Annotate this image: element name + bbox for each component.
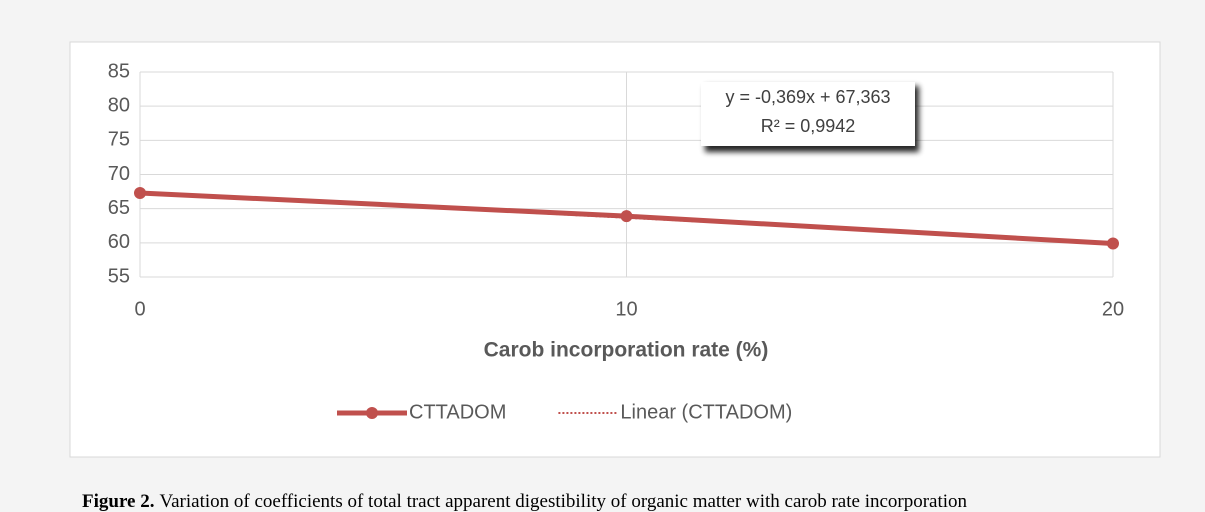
legend-label: CTTADOM — [409, 401, 506, 423]
point — [620, 210, 633, 223]
legend: CTTADOM Linear (CTTADOM) — [337, 401, 792, 423]
x-tick-label: 20 — [1102, 298, 1124, 320]
y-tick-label: 65 — [108, 197, 130, 219]
y-tick-label: 70 — [108, 163, 130, 185]
trend-annotation: y = -0,369x + 67,363 R² = 0,9942 — [701, 82, 919, 152]
point — [134, 186, 146, 199]
equation: y = -0,369x + 67,363 — [725, 87, 890, 107]
x-tick-label: 0 — [134, 298, 145, 320]
x-axis-title: Carob incorporation rate (%) — [484, 339, 769, 362]
y-tick-label: 85 — [108, 60, 130, 82]
y-tick-label: 60 — [108, 231, 130, 253]
caption-label: Figure 2. — [82, 491, 154, 512]
y-tick-label: 75 — [108, 129, 130, 151]
legend-marker — [366, 407, 378, 419]
annotation-box — [701, 82, 915, 146]
x-tick-label: 10 — [615, 298, 637, 320]
chart-area — [69, 41, 1161, 458]
r-squared: R² = 0,9942 — [761, 116, 856, 136]
y-tick-label: 55 — [108, 265, 130, 287]
caption: Figure 2. Variation of coefficients of to… — [82, 491, 968, 512]
point — [1107, 237, 1119, 250]
caption-text: Variation of coefficients of total tract… — [159, 491, 967, 512]
plot: 55 60 65 70 75 80 85 0 10 20 — [108, 60, 1124, 320]
y-tick-label: 80 — [108, 94, 130, 116]
legend-label: Linear (CTTADOM) — [620, 401, 792, 423]
